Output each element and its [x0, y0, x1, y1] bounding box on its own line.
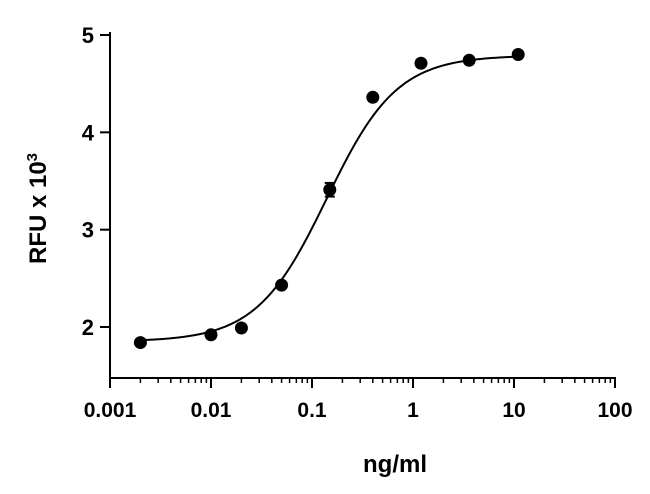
x-tick-label: 1: [407, 399, 419, 422]
fit-curve-line: [140, 55, 519, 342]
fit-curve-layer: [140, 55, 519, 342]
data-point: [462, 53, 476, 67]
data-point: [323, 181, 337, 198]
data-point-marker: [462, 53, 476, 67]
data-point-marker: [366, 90, 380, 104]
x-tick-label: 0.1: [297, 399, 327, 422]
x-tick-label: 0.001: [84, 399, 137, 422]
x-tick-label: 100: [597, 399, 632, 422]
y-tick-label: 2: [82, 315, 94, 340]
data-points-layer: [133, 47, 525, 350]
data-point: [366, 90, 380, 104]
data-point-marker: [414, 56, 428, 70]
x-tick-label: 0.01: [191, 399, 232, 422]
data-point-marker: [323, 183, 337, 197]
data-point-marker: [133, 336, 147, 350]
data-point: [133, 336, 147, 350]
y-tick-label: 4: [82, 120, 95, 145]
x-tick-label: 10: [502, 399, 525, 422]
data-point: [234, 321, 248, 335]
data-point: [511, 47, 525, 61]
data-point: [275, 278, 289, 292]
data-point-marker: [511, 47, 525, 61]
x-axis-title: ng/ml: [363, 451, 427, 478]
axis-labels: 0.001 0.01 0.1 1 10 100 2 3 4 5 ng/ml RFU x 103: [24, 23, 633, 478]
data-point: [204, 328, 218, 342]
data-point-marker: [204, 328, 218, 342]
data-point-marker: [275, 278, 289, 292]
y-tick-label: 5: [82, 23, 94, 48]
y-axis-title: RFU x 103: [24, 153, 52, 264]
axes: [100, 32, 616, 388]
data-point-marker: [234, 321, 248, 335]
data-point: [414, 56, 428, 70]
y-tick-label: 3: [82, 218, 94, 243]
